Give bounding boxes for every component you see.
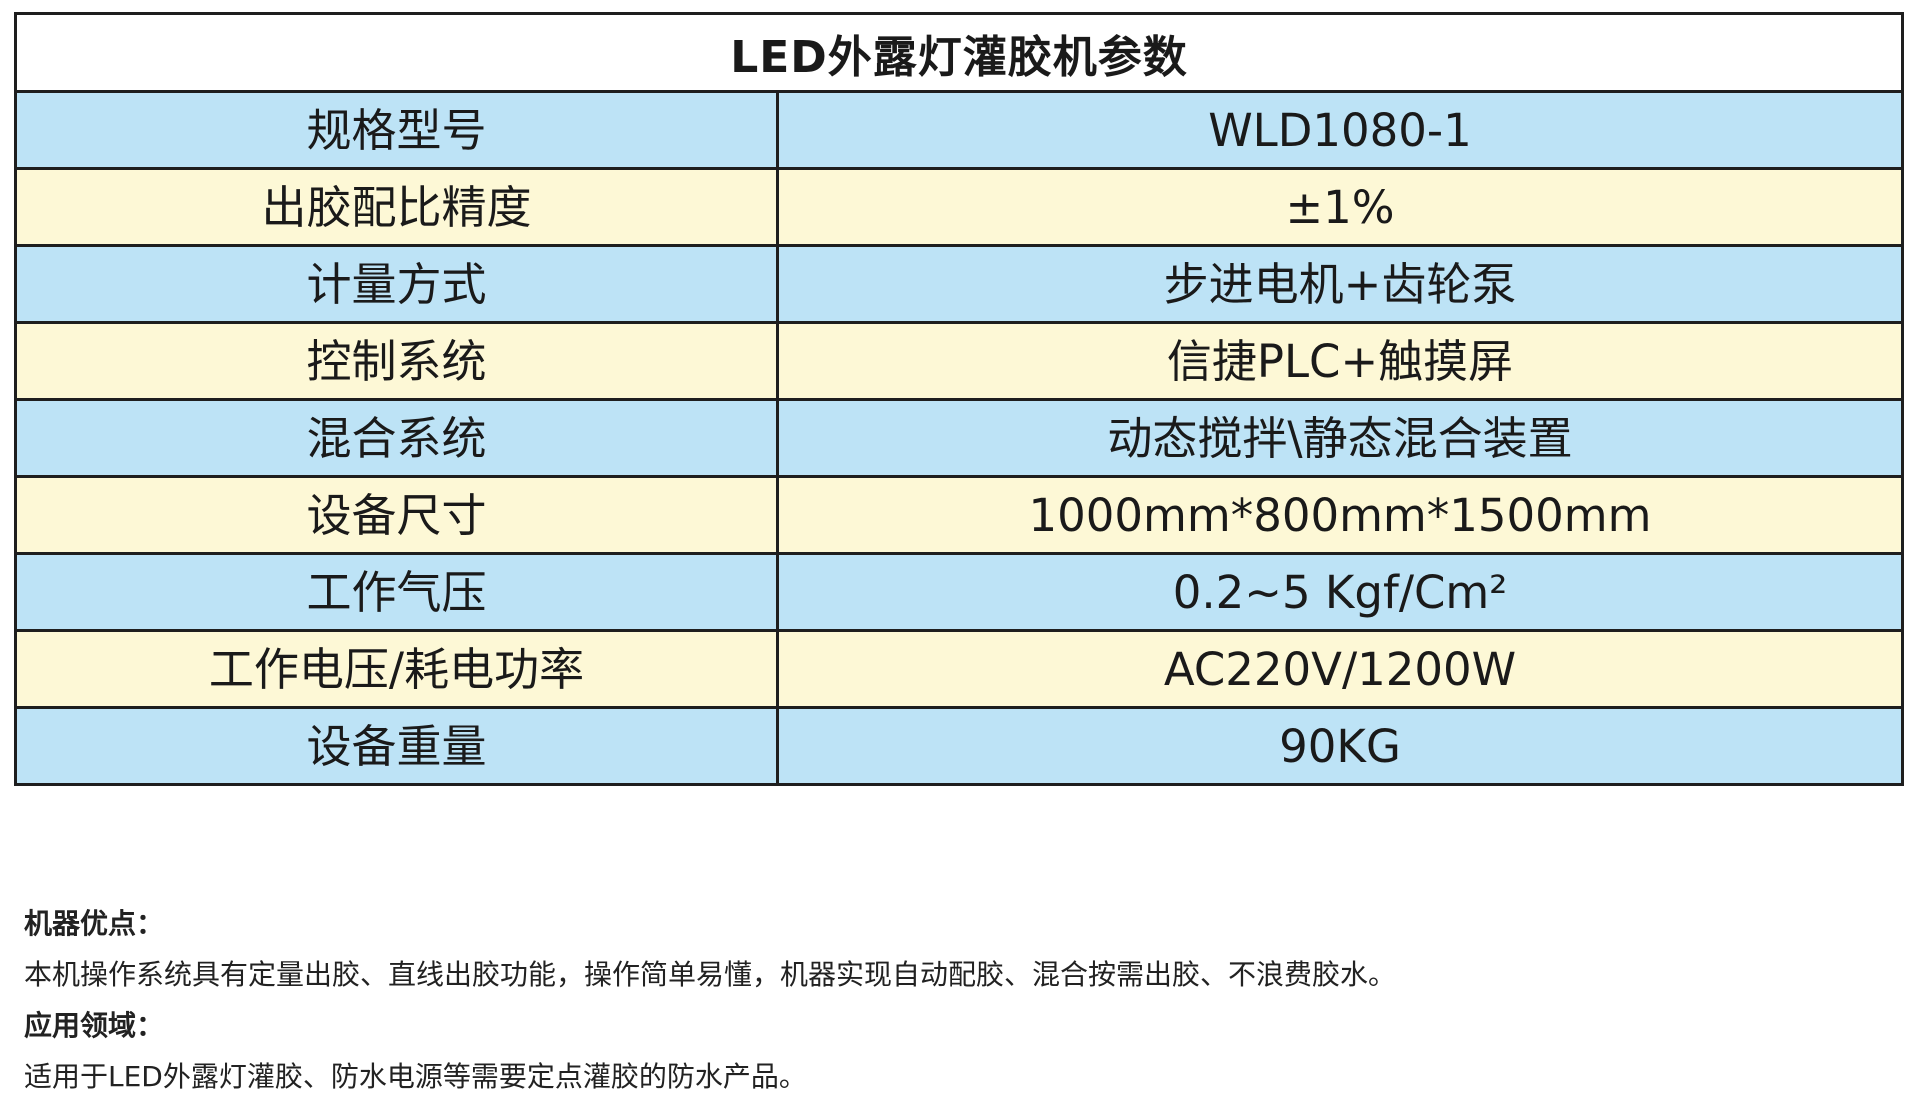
table-title-row: LED外露灯灌胶机参数 bbox=[14, 12, 1904, 93]
spec-value: 步进电机+齿轮泵 bbox=[776, 244, 1904, 324]
table-row: 混合系统 动态搅拌\静态混合装置 bbox=[14, 398, 1904, 478]
spec-label: 计量方式 bbox=[14, 244, 779, 324]
spec-label: 工作气压 bbox=[14, 552, 779, 632]
spec-label: 出胶配比精度 bbox=[14, 167, 779, 247]
table-row: 计量方式 步进电机+齿轮泵 bbox=[14, 244, 1904, 324]
spec-value: 动态搅拌\静态混合装置 bbox=[776, 398, 1904, 478]
table-row: 工作电压/耗电功率 AC220V/1200W bbox=[14, 629, 1904, 709]
notes-section: 机器优点： 本机操作系统具有定量出胶、直线出胶功能，操作简单易懂，机器实现自动配… bbox=[24, 898, 1396, 1102]
applications-heading: 应用领域： bbox=[24, 1009, 165, 1042]
table-row: 工作气压 0.2~5 Kgf/Cm² bbox=[14, 552, 1904, 632]
spec-label: 控制系统 bbox=[14, 321, 779, 401]
spec-label: 规格型号 bbox=[14, 90, 779, 170]
advantages-heading: 机器优点： bbox=[24, 907, 165, 940]
applications-text: 适用于LED外露灯灌胶、防水电源等需要定点灌胶的防水产品。 bbox=[24, 1060, 807, 1093]
table-title: LED外露灯灌胶机参数 bbox=[14, 12, 1904, 93]
spec-value: ±1% bbox=[776, 167, 1904, 247]
spec-value: 1000mm*800mm*1500mm bbox=[776, 475, 1904, 555]
spec-label: 设备尺寸 bbox=[14, 475, 779, 555]
spec-label: 设备重量 bbox=[14, 706, 779, 786]
spec-value: 0.2~5 Kgf/Cm² bbox=[776, 552, 1904, 632]
spec-value: AC220V/1200W bbox=[776, 629, 1904, 709]
table-row: 设备尺寸 1000mm*800mm*1500mm bbox=[14, 475, 1904, 555]
table-row: 控制系统 信捷PLC+触摸屏 bbox=[14, 321, 1904, 401]
spec-label: 混合系统 bbox=[14, 398, 779, 478]
spec-value: WLD1080-1 bbox=[776, 90, 1904, 170]
table-row: 规格型号 WLD1080-1 bbox=[14, 90, 1904, 170]
spec-value: 信捷PLC+触摸屏 bbox=[776, 321, 1904, 401]
table-row: 设备重量 90KG bbox=[14, 706, 1904, 786]
spec-label: 工作电压/耗电功率 bbox=[14, 629, 779, 709]
spec-table: LED外露灯灌胶机参数 规格型号 WLD1080-1 出胶配比精度 ±1% 计量… bbox=[14, 12, 1904, 786]
advantages-text: 本机操作系统具有定量出胶、直线出胶功能，操作简单易懂，机器实现自动配胶、混合按需… bbox=[24, 958, 1397, 991]
table-row: 出胶配比精度 ±1% bbox=[14, 167, 1904, 247]
spec-value: 90KG bbox=[776, 706, 1904, 786]
